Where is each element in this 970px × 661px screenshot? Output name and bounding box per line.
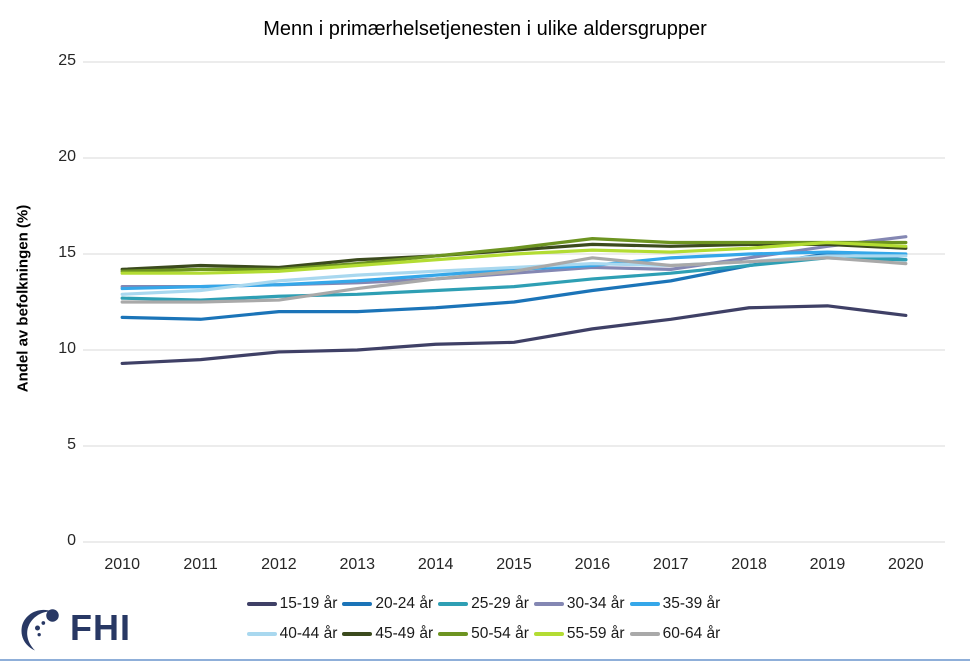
- x-tick-label: 2014: [417, 556, 454, 573]
- legend-row-2: 40-44 år 45-49 år 50-54 år 55-59 år 60-64 år: [0, 625, 970, 643]
- y-tick-label: 5: [67, 436, 76, 453]
- legend-item-30-34år: 30-34 år: [533, 595, 628, 613]
- y-tick-label: 25: [58, 52, 76, 69]
- fhi-logo: FHI: [14, 603, 131, 653]
- legend-label: 25-29 år: [471, 595, 529, 612]
- legend-swatch: [629, 632, 660, 636]
- legend-label: 55-59 år: [566, 625, 625, 642]
- legend-swatch: [438, 602, 469, 606]
- legend-item-55-59år: 55-59 år: [533, 625, 628, 643]
- legend-swatch: [342, 632, 373, 636]
- x-tick-label: 2015: [496, 556, 532, 573]
- legend-label: 15-19 år: [279, 595, 338, 612]
- legend-swatch: [438, 632, 469, 636]
- x-tick-label: 2011: [183, 556, 218, 573]
- x-tick-label: 2017: [652, 556, 689, 573]
- x-tick-label: 2020: [888, 556, 924, 573]
- x-tick-label: 2019: [809, 556, 846, 573]
- fhi-logo-icon: [21, 609, 59, 651]
- series-line-15-19år: [120, 304, 908, 366]
- y-tick-label: 10: [58, 340, 76, 357]
- legend-label: 30-34 år: [566, 595, 625, 612]
- legend-label: 50-54 år: [471, 625, 529, 642]
- legend-label: 45-49 år: [375, 625, 434, 642]
- series-line-50-54år: [120, 237, 908, 273]
- y-tick-label: 15: [58, 244, 76, 261]
- y-tick-label: 0: [67, 532, 76, 549]
- legend-swatch: [533, 632, 564, 636]
- series-line-45-49år: [120, 242, 908, 271]
- legend-item-40-44år: 40-44 år: [246, 625, 341, 643]
- x-tick-label: 2010: [104, 556, 140, 573]
- legend-item-45-49år: 45-49 år: [342, 625, 436, 643]
- legend-swatch: [246, 632, 277, 636]
- series-line-60-64år: [120, 256, 908, 304]
- legend-label: 35-39 år: [662, 595, 721, 612]
- series-line-55-59år: [120, 240, 908, 275]
- legend-item-35-39år: 35-39 år: [629, 595, 724, 613]
- y-tick-label: 20: [58, 148, 76, 165]
- bottom-rule: [0, 659, 970, 661]
- legend-swatch: [629, 602, 660, 606]
- legend-item-25-29år: 25-29 år: [438, 595, 532, 613]
- legend-label: 40-44 år: [279, 625, 338, 642]
- chart-title: Menn i primærhelsetjenesten i ulike alde…: [263, 18, 707, 40]
- x-tick-label: 2018: [731, 556, 767, 573]
- legend-row-1: 15-19 år 20-24 år 25-29 år 30-34 år 35-39 år: [0, 595, 970, 613]
- x-tick-label: 2016: [574, 556, 611, 573]
- legend-label: 60-64 år: [662, 625, 721, 642]
- x-tick-label: 2012: [261, 556, 297, 573]
- fhi-logo-text: FHI: [70, 607, 131, 648]
- legend-swatch: [342, 602, 373, 606]
- x-tick-label: 2013: [339, 556, 376, 573]
- legend-swatch: [246, 602, 277, 606]
- legend-swatch: [533, 602, 564, 606]
- legend-item-50-54år: 50-54 år: [438, 625, 532, 643]
- legend-item-60-64år: 60-64 år: [629, 625, 724, 643]
- legend-label: 20-24 år: [375, 595, 434, 612]
- legend-item-15-19år: 15-19 år: [246, 595, 341, 613]
- series-line-25-29år: [120, 256, 908, 302]
- legend-item-20-24år: 20-24 år: [342, 595, 436, 613]
